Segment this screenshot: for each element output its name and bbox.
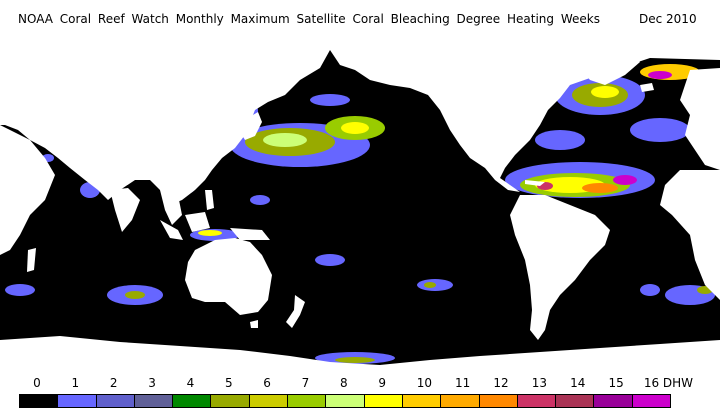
north-america <box>330 50 720 192</box>
colorbar-swatch <box>96 395 135 407</box>
colorbar-label: 7 <box>301 376 310 390</box>
colorbar-label: 13 <box>531 376 548 390</box>
colorbar-label: 10 <box>416 376 432 390</box>
indochina <box>160 190 182 225</box>
greenland <box>565 52 640 85</box>
colorbar-label: 1 <box>71 376 80 390</box>
world-dhw-map <box>0 40 720 370</box>
title-bar: NOAA Coral Reef Watch Monthly Maximum Sa… <box>0 0 720 40</box>
colorbar-label: 0 <box>33 376 41 390</box>
colorbar-swatch <box>58 395 97 407</box>
colorbar-swatch <box>594 395 633 407</box>
colorbar-label: 15 <box>608 376 624 390</box>
india <box>110 188 140 232</box>
japan <box>240 112 262 140</box>
colorbar-swatch <box>211 395 250 407</box>
colorbar-label: 9 <box>378 376 386 390</box>
colorbar-label: 4 <box>186 376 195 390</box>
new-guinea <box>230 228 270 240</box>
colorbar-swatch <box>249 395 289 407</box>
sumatra <box>160 220 183 240</box>
antarctica <box>0 336 720 370</box>
land <box>0 40 720 370</box>
iceland <box>640 83 654 92</box>
colorbar-swatch <box>556 395 595 407</box>
cuba <box>525 180 545 186</box>
colorbar-swatch <box>441 395 480 407</box>
colorbar-label: 8 <box>340 376 348 390</box>
colorbar-swatch <box>326 395 365 407</box>
eurasia <box>0 50 330 205</box>
south-america <box>510 195 610 340</box>
africa-west <box>660 170 720 300</box>
australia <box>185 238 272 315</box>
map-date: Dec 2010 <box>639 12 697 26</box>
africa-east <box>0 125 55 255</box>
colorbar-swatch <box>364 395 403 407</box>
colorbar-label: 16 DHW <box>643 376 694 390</box>
colorbar-label: 5 <box>224 376 233 390</box>
colorbar-swatch <box>479 395 518 407</box>
borneo <box>185 212 210 232</box>
colorbar-swatch <box>517 395 557 407</box>
map-title: NOAA Coral Reef Watch Monthly Maximum Sa… <box>18 12 600 26</box>
colorbar <box>19 394 671 408</box>
colorbar-label: 14 <box>570 376 586 390</box>
colorbar-swatch <box>402 395 442 407</box>
colorbar-label: 6 <box>263 376 271 390</box>
colorbar-swatch <box>20 395 59 407</box>
colorbar-labels: 0 1 2 3 4 5 6 7 8 9 10 11 12 13 14 15 16 DHW <box>0 376 720 392</box>
europe <box>680 68 720 170</box>
philippines <box>205 190 214 210</box>
colorbar-label: 11 <box>455 376 471 390</box>
colorbar-label: 3 <box>148 376 156 390</box>
colorbar-label: 2 <box>109 376 118 390</box>
colorbar-swatch <box>173 395 212 407</box>
tasmania <box>250 320 258 328</box>
new-zealand <box>286 295 305 328</box>
colorbar-swatch <box>632 395 671 407</box>
colorbar-label: 12 <box>493 376 509 390</box>
madagascar <box>27 248 36 272</box>
colorbar-swatch <box>288 395 327 407</box>
colorbar-swatch <box>134 395 174 407</box>
